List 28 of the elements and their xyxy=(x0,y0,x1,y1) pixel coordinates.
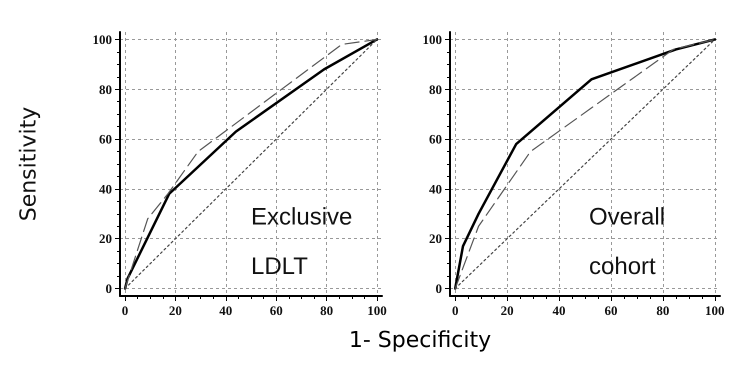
y-tick-label: 80 xyxy=(429,82,442,97)
y-tick-label: 100 xyxy=(92,32,112,47)
x-tick-label: 80 xyxy=(320,303,334,318)
x-tick-label: 40 xyxy=(552,303,566,318)
x-tick-label: 100 xyxy=(367,303,387,318)
y-axis-title: Sensitivity xyxy=(16,106,42,222)
y-tick-label: 80 xyxy=(99,82,112,97)
y-tick-label: 40 xyxy=(99,181,112,196)
x-tick-label: 20 xyxy=(500,303,514,318)
x-tick-label: 80 xyxy=(656,303,670,318)
y-tick-label: 40 xyxy=(429,181,442,196)
x-tick-label: 40 xyxy=(219,303,232,318)
annotation: Exclusive LDLT xyxy=(251,203,360,280)
y-tick-label: 0 xyxy=(436,281,442,296)
y-tick-label: 60 xyxy=(429,132,442,147)
x-axis-title: 1- Specificity xyxy=(348,328,492,353)
y-tick-label: 60 xyxy=(99,132,112,147)
y-tick-label: 0 xyxy=(106,281,112,296)
x-tick-label: 100 xyxy=(705,303,725,318)
x-tick-label: 60 xyxy=(604,303,618,318)
y-tick-label: 20 xyxy=(429,231,442,246)
x-tick-label: 0 xyxy=(452,303,458,318)
y-tick-label: 100 xyxy=(422,32,442,47)
x-tick-label: 20 xyxy=(168,303,182,318)
y-tick-label: 20 xyxy=(99,231,112,246)
annotation: Overall cohort xyxy=(589,203,672,280)
x-tick-label: 0 xyxy=(122,303,128,318)
x-tick-label: 60 xyxy=(270,303,283,318)
